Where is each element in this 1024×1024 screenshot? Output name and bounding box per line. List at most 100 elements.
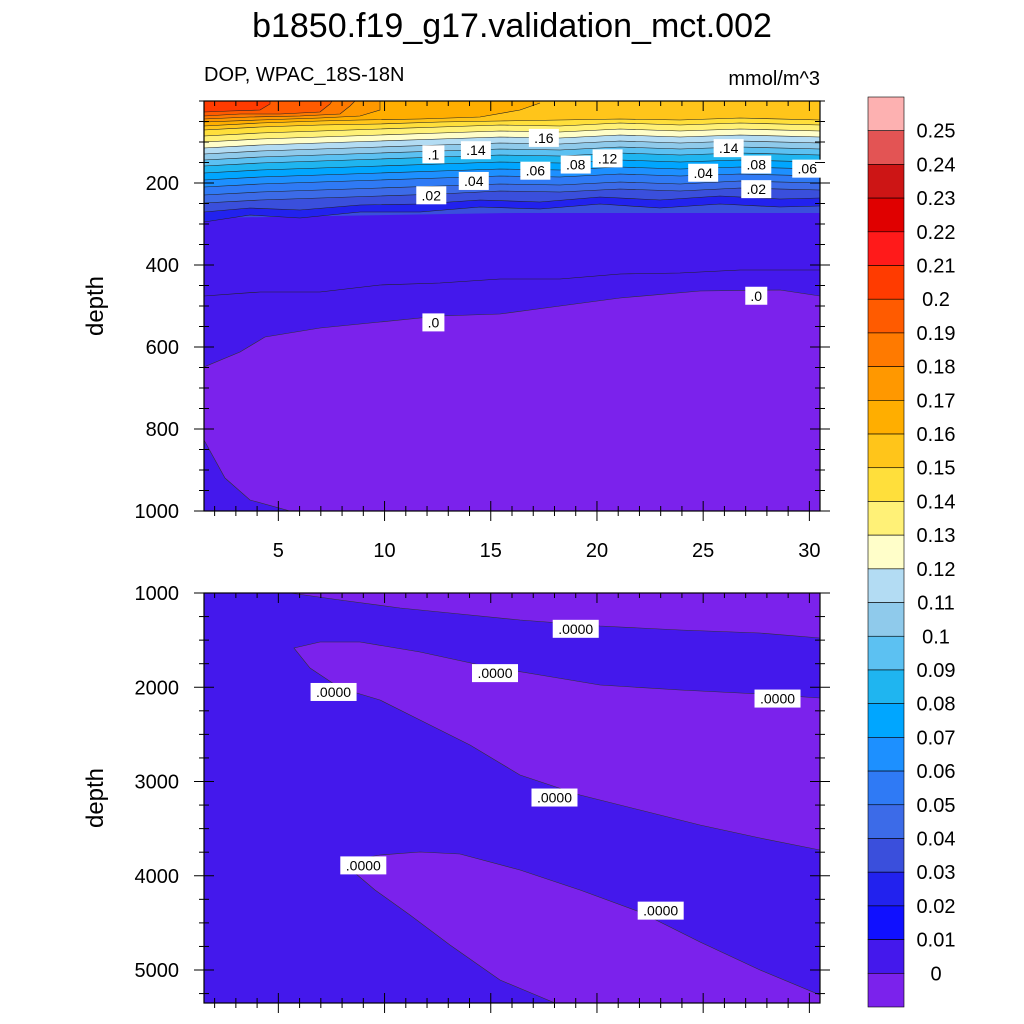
chart-subtitle: DOP, WPAC_18S-18N	[204, 64, 405, 86]
contour-label-box	[340, 856, 387, 875]
colorbar-swatch	[867, 737, 905, 772]
colorbar-swatch	[867, 400, 905, 435]
contour-label: .06	[520, 161, 551, 180]
colorbar-tick-label: 0.19	[917, 323, 956, 345]
contour-label-box	[592, 149, 623, 168]
contour-label-text: .0000	[477, 665, 512, 681]
y-tick-label: 400	[146, 255, 179, 277]
colorbar-tick-label: 0.07	[917, 727, 956, 749]
top-panel: .1 .14 .16 .08 .12 .14 .08 .06 .06 .04 .04 .02 .02 .0…	[82, 100, 830, 562]
contour-label: .16	[528, 128, 559, 147]
colorbar-swatch	[867, 332, 905, 367]
contour-label-text: .0	[428, 314, 440, 330]
contour-label: .0	[422, 313, 445, 332]
contour-label-box	[741, 155, 772, 174]
contour-label-text: .0000	[558, 621, 593, 637]
colorbar-tick-label: 0.15	[917, 458, 956, 480]
colorbar-swatch	[867, 905, 905, 940]
contour-label: .0000	[552, 619, 599, 638]
contour-label-text: .0000	[316, 684, 351, 700]
contour-label: .08	[560, 155, 591, 174]
contour-label: .0000	[531, 788, 578, 807]
colorbar-swatch	[867, 939, 905, 974]
colorbar-swatch	[867, 703, 905, 738]
contour-label-box	[560, 155, 591, 174]
contour-label: .02	[416, 186, 447, 205]
contour-label: .08	[741, 155, 772, 174]
bottom-panel: .0000 .0000 .0000 .0000 .0000 .0000 .0000 1000…	[82, 583, 830, 1013]
colorbar-tick-label: 0.06	[917, 761, 956, 783]
contour-label-box	[531, 788, 578, 807]
colorbar-swatch	[867, 972, 905, 1008]
contour-label: .06	[792, 159, 823, 178]
contour-label: .0000	[310, 682, 357, 701]
x-tick-label: 20	[586, 540, 608, 562]
colorbar-tick-label: 0.02	[917, 896, 956, 918]
colorbar-swatch	[867, 669, 905, 704]
contour-label-box	[422, 313, 445, 332]
contour-label-box	[460, 141, 491, 160]
contour-label-box	[422, 145, 445, 164]
contour-label-text: .08	[566, 157, 586, 173]
y-tick-label: 3000	[135, 772, 180, 794]
colorbar-tick-label: 0.23	[917, 188, 956, 210]
x-tick-label: 25	[692, 540, 714, 562]
colorbar-swatch	[867, 164, 905, 199]
colorbar-swatch	[867, 501, 905, 536]
colorbar-swatch	[867, 568, 905, 603]
contour-label-box	[688, 163, 719, 182]
contour-label-box	[416, 186, 447, 205]
y-tick-label: 200	[146, 173, 179, 195]
contour-label-text: .02	[747, 181, 767, 197]
contour-label-text: .1	[428, 146, 440, 162]
contour-label-text: .14	[719, 140, 739, 156]
bottom-panel-fill	[204, 593, 820, 1003]
x-tick-label: 30	[798, 540, 820, 562]
colorbar-tick-label: 0.16	[917, 424, 956, 446]
contour-label-box	[637, 901, 684, 920]
contour-label: .0000	[472, 664, 519, 683]
colorbar-swatch	[867, 770, 905, 806]
contour-label-text: .06	[526, 163, 546, 179]
colorbar-swatch	[867, 871, 905, 907]
x-tick-label: 5	[273, 540, 284, 562]
colorbar-swatch	[867, 231, 905, 266]
colorbar-tick-label: 0.14	[917, 491, 956, 513]
y-tick-label: 2000	[135, 677, 180, 699]
x-tick-label: 10	[373, 540, 395, 562]
contour-label-text: .0000	[537, 790, 572, 806]
colorbar-swatch	[867, 534, 905, 570]
colorbar-tick-label: 0.11	[917, 593, 954, 615]
colorbar-swatch	[867, 265, 905, 300]
top-panel-fill	[204, 101, 820, 511]
colorbar-tick-label: 0.22	[917, 222, 956, 244]
contour-label-text: .16	[534, 130, 554, 146]
colorbar-swatch	[867, 602, 905, 637]
contour-label: .0000	[637, 901, 684, 920]
colorbar-swatch	[867, 96, 905, 132]
top-contour-labels: .1 .14 .16 .08 .12 .14 .08 .06 .06 .04 .04 .02 .02 .0…	[416, 128, 823, 332]
colorbar-swatch	[867, 298, 905, 334]
colorbar-tick-label: 0	[930, 963, 941, 985]
bottom-x-axis	[214, 593, 810, 1013]
colorbar-swatch	[867, 467, 905, 502]
contour-label: .04	[688, 163, 719, 182]
colorbar-tick-label: 0.08	[917, 694, 956, 716]
contour-label-box	[458, 171, 489, 190]
y-tick-label: 1000	[135, 501, 180, 523]
colorbar-swatch	[867, 130, 905, 165]
contour-label-text: .12	[598, 150, 618, 166]
colorbar-tick-label: 0.24	[917, 154, 956, 176]
contour-label-box	[520, 161, 551, 180]
contour-label: .02	[741, 180, 772, 199]
contour-label-box	[472, 664, 519, 683]
colorbar: 0.25 0.24 0.23 0.22 0.21 0.2 0.19 0.18 0.17 0.16 0…	[867, 96, 956, 1008]
contour-label-text: .02	[422, 187, 442, 203]
colorbar-tick-label: 0.17	[917, 390, 956, 412]
contour-label: .0	[745, 286, 768, 305]
contour-label-box	[792, 159, 823, 178]
contour-label: .0000	[754, 689, 801, 708]
contour-label-text: .0000	[643, 903, 678, 919]
y-tick-label: 5000	[135, 960, 180, 982]
contour-label-text: .14	[466, 142, 486, 158]
